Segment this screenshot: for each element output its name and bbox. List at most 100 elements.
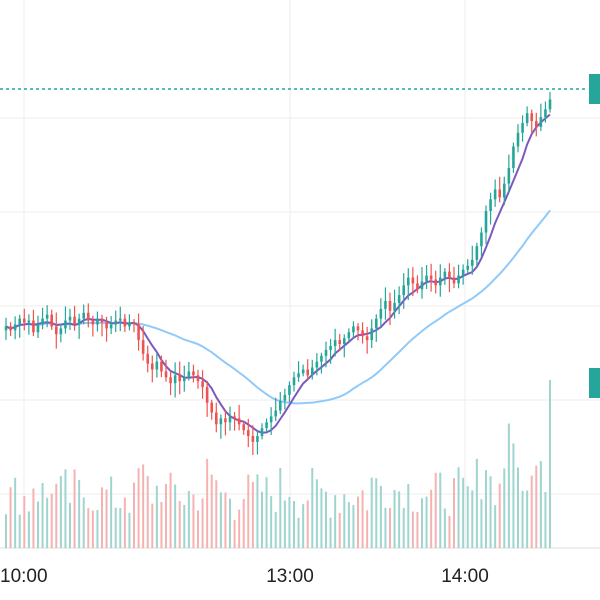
volume-bar bbox=[32, 488, 35, 548]
candle-body bbox=[118, 318, 122, 321]
candle-body bbox=[192, 371, 195, 376]
candle bbox=[251, 425, 255, 455]
candle bbox=[160, 355, 163, 378]
candle-body bbox=[123, 318, 127, 327]
candle bbox=[470, 245, 474, 275]
volume-bar bbox=[370, 477, 373, 548]
candle bbox=[155, 353, 159, 378]
candle-body bbox=[539, 117, 543, 127]
candle-body bbox=[128, 322, 131, 327]
candle-body bbox=[384, 301, 387, 309]
candle-body bbox=[210, 402, 214, 413]
candle-body bbox=[27, 320, 31, 323]
candle-body bbox=[214, 412, 218, 425]
candle bbox=[498, 176, 502, 203]
volume-bar bbox=[384, 507, 387, 548]
volume-bar bbox=[448, 515, 451, 548]
candle bbox=[329, 339, 332, 364]
candle-body bbox=[420, 281, 424, 290]
candle bbox=[315, 353, 319, 376]
volume-bar bbox=[46, 497, 49, 548]
candle-body bbox=[548, 99, 552, 110]
candle-body bbox=[361, 330, 364, 337]
volume-bar bbox=[178, 500, 181, 548]
candle bbox=[397, 286, 401, 315]
candle-body bbox=[9, 326, 12, 331]
candle-body bbox=[45, 314, 49, 319]
candle-body bbox=[512, 146, 515, 168]
candle bbox=[214, 402, 218, 433]
volume-bar bbox=[535, 465, 538, 548]
candle bbox=[416, 275, 419, 294]
candle-body bbox=[283, 394, 287, 401]
candle-body bbox=[201, 381, 204, 388]
candle bbox=[169, 371, 172, 396]
candle-body bbox=[13, 324, 17, 331]
volume-bar bbox=[64, 469, 67, 548]
volume-bar bbox=[114, 507, 117, 548]
candle bbox=[77, 313, 81, 339]
candle-body bbox=[178, 375, 182, 382]
volume-bar bbox=[352, 505, 355, 548]
candle bbox=[521, 115, 524, 142]
volume-bar bbox=[123, 497, 126, 548]
candle bbox=[548, 92, 552, 113]
candle-body bbox=[493, 189, 497, 200]
candle bbox=[484, 205, 488, 245]
candle-body bbox=[347, 332, 351, 339]
volume-bar bbox=[137, 468, 140, 548]
candle bbox=[210, 399, 214, 420]
candle bbox=[539, 103, 543, 132]
volume-bar bbox=[411, 511, 414, 548]
volume-bar bbox=[366, 510, 369, 548]
volume-bar bbox=[466, 486, 469, 548]
candle bbox=[324, 341, 328, 368]
candle bbox=[512, 142, 515, 173]
volume-bar bbox=[215, 480, 218, 548]
candle-body bbox=[164, 371, 168, 378]
candle-body bbox=[150, 363, 154, 370]
candle bbox=[242, 421, 246, 435]
candle bbox=[96, 311, 99, 332]
candle-body bbox=[173, 375, 177, 384]
volume-bar bbox=[320, 488, 323, 548]
candle-body bbox=[356, 326, 360, 331]
candle bbox=[448, 263, 451, 293]
candle-body bbox=[146, 353, 150, 364]
volume-bar bbox=[128, 512, 131, 548]
candle-body bbox=[475, 246, 479, 260]
candle bbox=[36, 315, 40, 339]
candle-body bbox=[466, 265, 470, 270]
volume-bar bbox=[119, 508, 122, 548]
candle bbox=[32, 309, 35, 337]
time-axis: 10:00 13:00 14:00 bbox=[0, 566, 489, 587]
volume-bar bbox=[347, 502, 350, 548]
volume-bar bbox=[329, 517, 332, 548]
volume-bar bbox=[133, 482, 135, 548]
candle bbox=[425, 264, 428, 289]
candle bbox=[68, 308, 72, 330]
candle-body bbox=[429, 275, 433, 280]
volume-bar bbox=[315, 479, 318, 548]
candle bbox=[534, 112, 538, 137]
volume-bar bbox=[233, 520, 236, 548]
x-tick-label: 10:00 bbox=[0, 566, 48, 587]
candle-body bbox=[333, 340, 337, 347]
candle bbox=[118, 306, 122, 332]
candle bbox=[507, 154, 511, 194]
volume-bar bbox=[393, 490, 396, 548]
candle bbox=[516, 124, 520, 153]
candle bbox=[22, 308, 26, 331]
candle-body bbox=[54, 326, 58, 335]
candle bbox=[301, 364, 305, 377]
candle-body bbox=[251, 435, 255, 442]
candle bbox=[141, 325, 145, 361]
volume-bar bbox=[297, 517, 300, 548]
candle-body bbox=[393, 302, 396, 311]
candle bbox=[260, 423, 264, 440]
candle bbox=[150, 355, 154, 383]
volume-bar bbox=[498, 483, 501, 548]
candle-body bbox=[109, 324, 113, 329]
candle-body bbox=[292, 377, 296, 386]
